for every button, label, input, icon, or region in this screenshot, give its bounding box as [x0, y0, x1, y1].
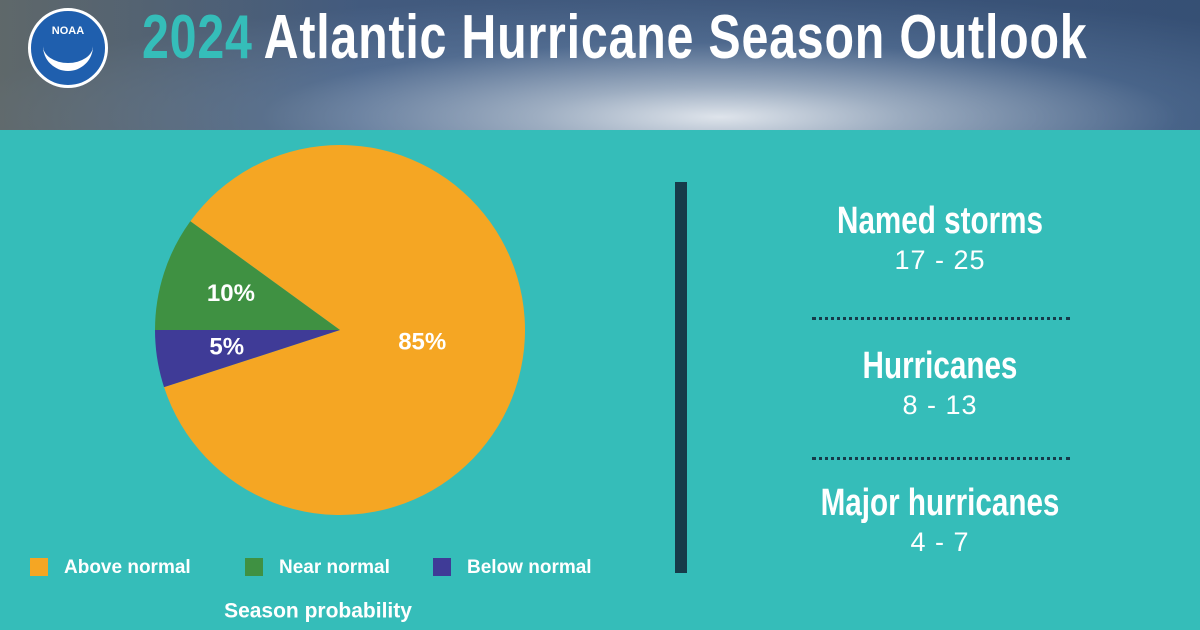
stat-value: 17 - 25 — [894, 245, 986, 275]
stat-value: 8 - 13 — [902, 390, 978, 420]
pie-chart: 85% 10% 5% Above normal Near normal Below nor… — [30, 145, 592, 623]
legend-label: Below normal — [467, 557, 592, 578]
legend-swatch — [30, 558, 48, 576]
divider — [675, 182, 687, 573]
pie-slice — [164, 145, 526, 515]
header: NOAA 2024 Atlantic Hurricane Season Outlo… — [0, 0, 1200, 130]
chart-caption: Season probability — [224, 600, 412, 623]
legend-label: Above normal — [64, 557, 191, 578]
title-year: 2024 — [142, 3, 253, 72]
logo-text: NOAA — [51, 25, 85, 37]
slice-label: 10% — [207, 280, 255, 307]
stat-value: 4 - 7 — [910, 527, 970, 557]
stat: Hurricanes 8 - 13 — [780, 345, 1100, 421]
legend-swatch — [433, 558, 451, 576]
legend-swatch — [245, 558, 263, 576]
slice-label: 85% — [398, 328, 446, 355]
separator — [812, 317, 1070, 320]
slice-label: 5% — [209, 333, 244, 360]
stat: Named storms 17 - 25 — [780, 200, 1100, 276]
stat-label: Named storms — [837, 200, 1043, 242]
stat: Major hurricanes 4 - 7 — [780, 482, 1100, 558]
title: 2024 Atlantic Hurricane Season Outlook — [142, 2, 1087, 73]
pie-slice — [155, 330, 340, 388]
legend-label: Near normal — [279, 557, 390, 578]
stat-label: Hurricanes — [862, 345, 1018, 387]
logo: NOAA — [28, 8, 108, 88]
separator — [812, 457, 1070, 460]
stat-label: Major hurricanes — [820, 482, 1060, 524]
title-text: Atlantic Hurricane Season Outlook — [263, 3, 1088, 72]
pie-slice — [155, 221, 340, 330]
